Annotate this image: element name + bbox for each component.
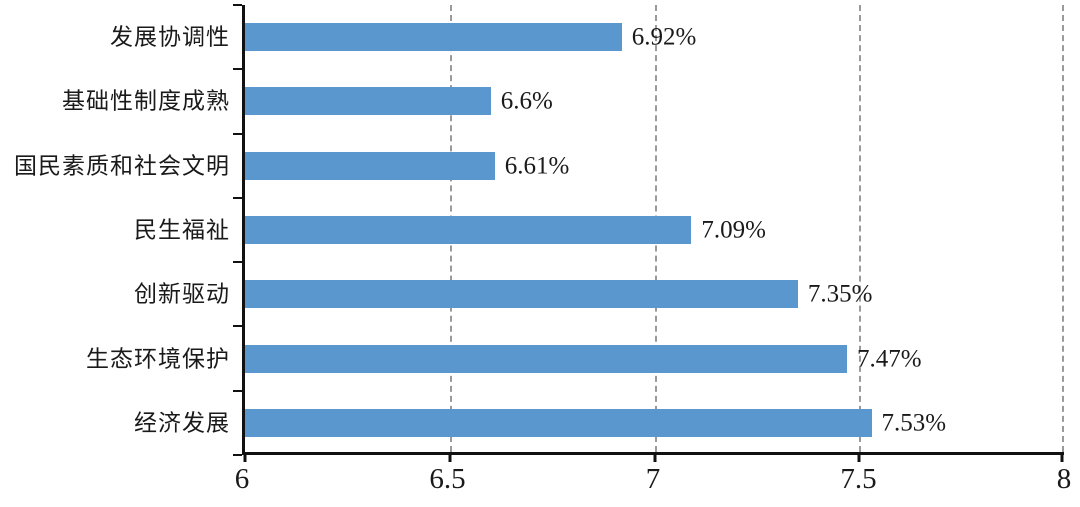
bar-value-label: 7.35% [807,280,873,308]
bar [245,151,495,180]
x-tick-label: 7 [645,463,661,495]
x-axis-tick [448,452,452,462]
x-tick-label: 7.5 [840,463,877,495]
x-axis-tick [653,452,656,462]
y-axis-tick [233,325,242,328]
category-label: 基础性制度成熟 [62,88,230,114]
category-label: 民生福祉 [134,217,230,243]
gridline [1062,5,1064,452]
plot-area: 6.92% 6.6% 6.61% 7.09% 7.35% 7.47% 7.53% [233,4,1064,462]
y-axis-tick [233,261,242,264]
value-axis-labels: 6 6.5 7 7.5 8 [235,463,1072,505]
y-axis-tick [233,68,242,71]
y-axis-tick [233,132,242,135]
x-axis-tick [1060,452,1064,462]
category-label: 生态环境保护 [86,346,230,372]
bar-value-label: 6.92% [631,23,697,51]
bar-value-label: 7.47% [856,345,922,373]
y-axis-tick [233,389,242,392]
y-axis-tick [233,454,242,456]
bar [245,344,847,373]
bar [245,87,491,116]
category-label: 国民素质和社会文明 [14,153,230,179]
bar-value-label: 7.09% [701,216,766,244]
x-axis-tick [857,452,861,462]
bar-value-label: 7.53% [881,409,947,437]
category-label: 经济发展 [134,410,230,436]
bar [245,216,692,244]
bar-value-label: 6.61% [504,152,570,180]
gridline [859,5,862,452]
x-tick-label: 6 [234,463,250,495]
category-label: 创新驱动 [134,281,230,307]
x-tick-label: 6.5 [429,463,466,495]
bar-value-label: 6.6% [500,87,553,115]
y-axis-tick [233,196,242,199]
bar [245,280,798,309]
y-axis-tick [233,4,242,6]
x-axis-tick [243,452,247,462]
category-label: 发展协调性 [110,24,230,50]
x-tick-label: 8 [1056,463,1072,495]
category-axis-labels: 发展协调性基础性制度成熟国民素质和社会文明民生福祉创新驱动生态环境保护经济发展 [0,5,230,455]
bar [245,408,872,437]
bar [245,23,622,52]
